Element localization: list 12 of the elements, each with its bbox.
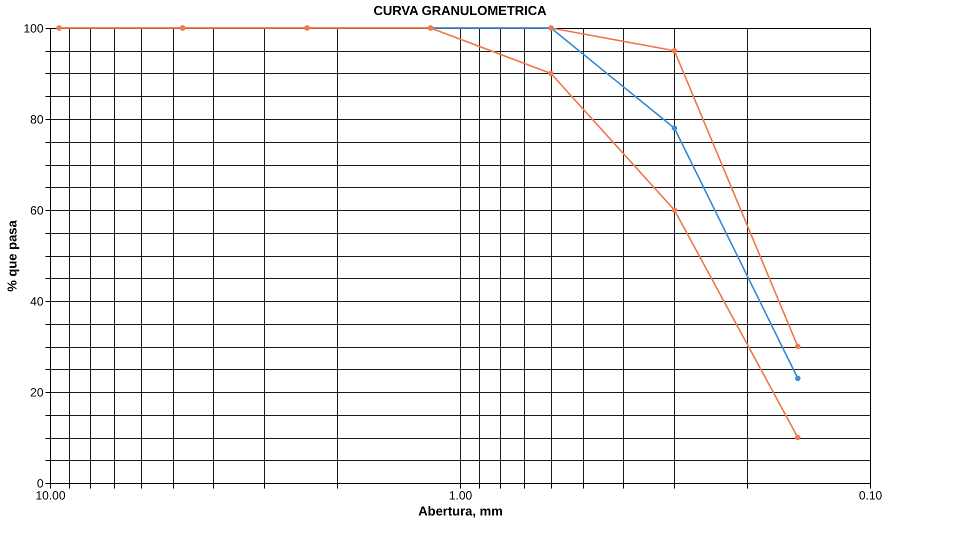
y-tick-label: 60 [30,204,44,218]
x-tick-label: 1.00 [448,488,472,502]
y-tick-label: 0 [36,476,44,490]
y-tick-label: 100 [23,22,44,36]
y-tick-label: 40 [30,294,44,308]
x-axis-title: Abertura, mm [418,504,503,518]
y-axis-title: % que pasa [4,219,20,292]
chart-title: CURVA GRANULOMETRICA [373,3,548,18]
x-tick-label: 10.00 [35,488,66,502]
y-tick-label: 80 [30,112,44,126]
x-tick-label: 0.10 [858,488,882,502]
y-tick-label: 20 [30,386,44,400]
